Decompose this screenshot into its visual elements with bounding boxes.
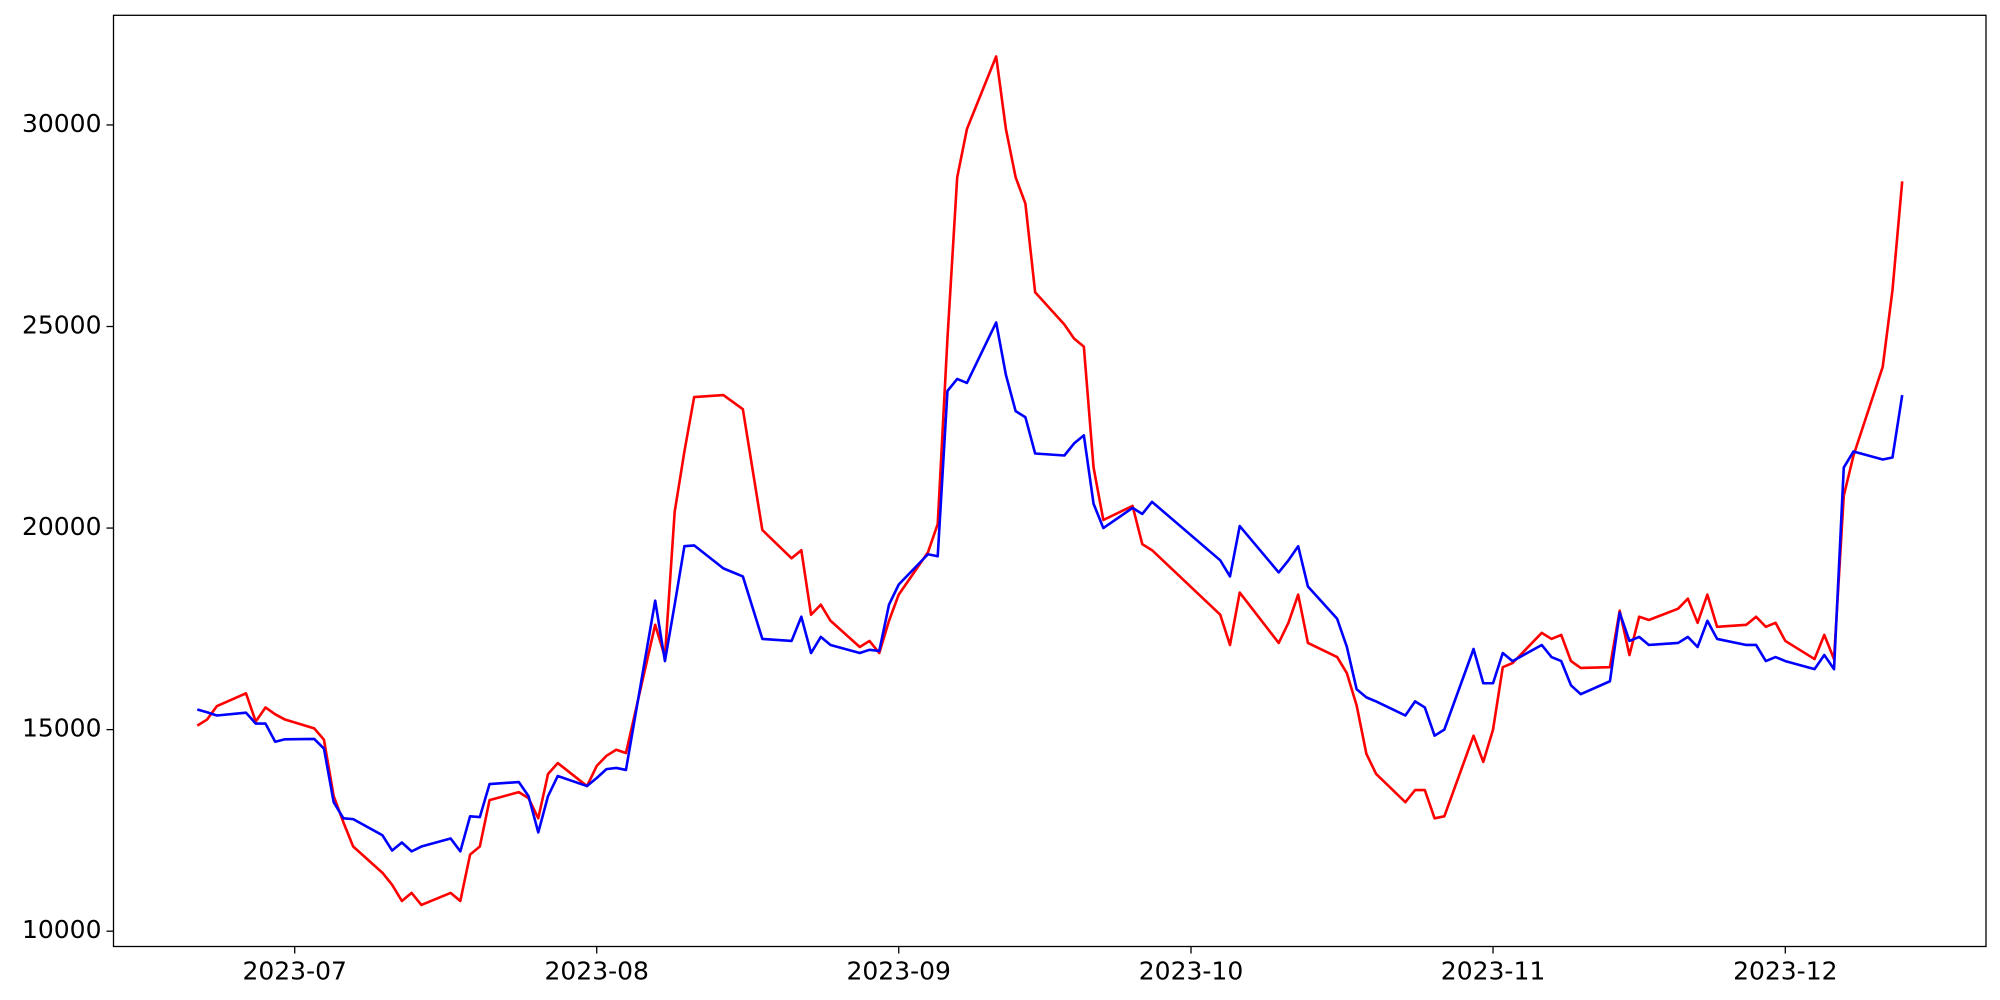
x-tick-label: 2023-11	[1441, 957, 1545, 986]
y-tick-label: 15000	[22, 714, 102, 743]
x-tick-label: 2023-10	[1139, 957, 1243, 986]
x-tick-label: 2023-09	[847, 957, 951, 986]
x-tick-label: 2023-08	[544, 957, 648, 986]
y-tick-label: 20000	[22, 512, 102, 541]
plot-frame	[112, 14, 1987, 948]
y-tick-label: 25000	[22, 311, 102, 340]
y-tick-label: 10000	[22, 915, 102, 944]
series-line	[196, 321, 1904, 853]
x-tick-label: 2023-07	[242, 957, 346, 986]
y-tick-label: 30000	[22, 109, 102, 138]
x-tick-label: 2023-12	[1733, 957, 1837, 986]
series-line	[196, 55, 1904, 907]
